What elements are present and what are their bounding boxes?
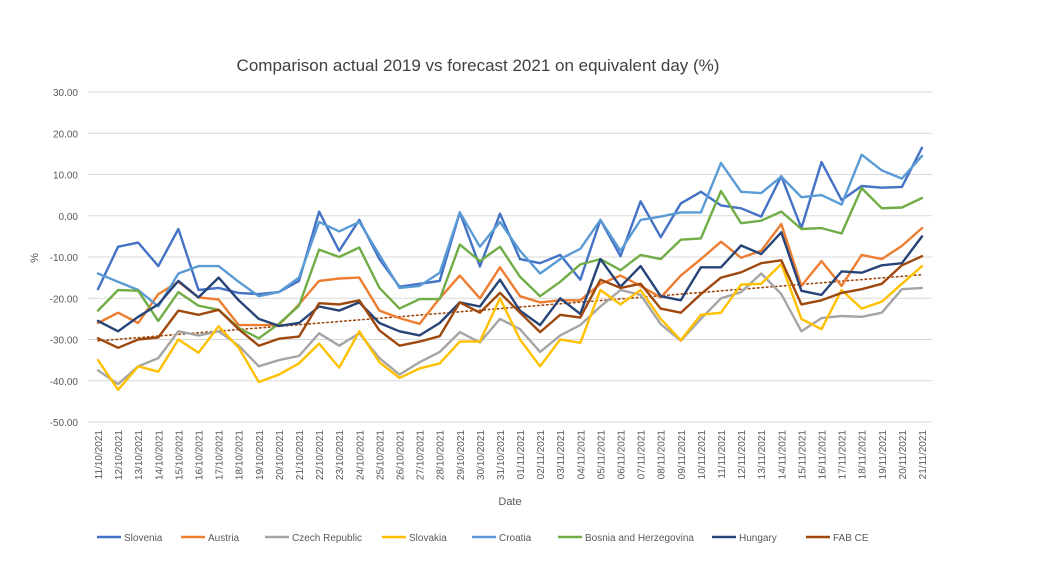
- legend-item-hungary: Hungary: [712, 533, 777, 544]
- x-tick-label: 22/10/2021: [315, 430, 326, 480]
- y-tick-label: 10.00: [53, 171, 78, 182]
- x-tick-label: 16/10/2021: [195, 430, 206, 480]
- x-tick-label: 23/10/2021: [335, 430, 346, 480]
- x-tick-label: 07/11/2021: [637, 430, 648, 480]
- x-tick-label: 19/11/2021: [878, 430, 889, 480]
- x-tick-label: 14/11/2021: [777, 430, 788, 480]
- x-tick-label: 10/11/2021: [697, 430, 708, 480]
- x-tick-label: 27/10/2021: [416, 430, 427, 480]
- y-axis-tick-labels: -50.00 -40.00 -30.00 -20.00 -10.00 0.00 10.00 2…: [50, 88, 79, 429]
- x-tick-label: 16/11/2021: [817, 430, 828, 480]
- x-tick-label: 24/10/2021: [355, 430, 366, 480]
- series-line-croatia: [96, 153, 924, 308]
- legend-item-czech-republic: Czech Republic: [265, 533, 362, 544]
- x-tick-label: 09/11/2021: [677, 430, 688, 480]
- x-axis-tick-labels: 11/10/2021 12/10/2021 13/10/2021 14/10/2021…: [94, 430, 929, 480]
- trendline-layer: [97, 273, 923, 342]
- y-tick-label: -40.00: [50, 377, 79, 388]
- legend: Slovenia Austria Czech Republic Slovakia Cro…: [97, 533, 869, 544]
- legend-label: Austria: [208, 533, 240, 544]
- x-tick-label: 25/10/2021: [375, 430, 386, 480]
- series-line-fab-ce: [96, 255, 924, 349]
- x-tick-label: 19/10/2021: [255, 430, 266, 480]
- x-tick-label: 12/10/2021: [114, 430, 125, 480]
- x-tick-label: 14/10/2021: [154, 430, 165, 480]
- legend-item-croatia: Croatia: [472, 533, 532, 544]
- legend-label: Slovenia: [124, 533, 163, 544]
- legend-label: Bosnia and Herzegovina: [585, 533, 694, 544]
- x-tick-label: 15/11/2021: [797, 430, 808, 480]
- x-tick-label: 06/11/2021: [617, 430, 628, 480]
- x-tick-label: 20/11/2021: [898, 430, 909, 480]
- x-tick-label: 15/10/2021: [174, 430, 185, 480]
- x-tick-label: 20/10/2021: [275, 430, 286, 480]
- y-tick-label: -30.00: [50, 336, 79, 347]
- legend-item-fab-ce: FAB CE: [806, 533, 869, 544]
- y-tick-label: -50.00: [50, 418, 79, 429]
- x-tick-label: 12/11/2021: [737, 430, 748, 480]
- y-tick-label: 30.00: [53, 88, 78, 99]
- legend-item-slovakia: Slovakia: [382, 533, 447, 544]
- chart-title: Comparison actual 2019 vs forecast 2021 …: [237, 56, 720, 75]
- x-tick-label: 04/11/2021: [576, 430, 587, 480]
- legend-label: Hungary: [739, 533, 777, 544]
- series-line-austria: [96, 222, 924, 327]
- series-line-slovenia: [96, 146, 924, 296]
- y-tick-label: 0.00: [59, 212, 79, 223]
- series-line-bosnia-and-herzegovina: [96, 186, 924, 340]
- legend-item-austria: Austria: [181, 533, 240, 544]
- x-tick-label: 13/10/2021: [134, 430, 145, 480]
- series-lines: [96, 146, 924, 391]
- gridlines: [88, 91, 932, 423]
- legend-label: FAB CE: [833, 533, 869, 544]
- x-tick-label: 02/11/2021: [536, 430, 547, 480]
- x-tick-label: 11/10/2021: [94, 430, 105, 480]
- legend-item-slovenia: Slovenia: [97, 533, 163, 544]
- series-line-hungary: [96, 231, 924, 337]
- x-tick-label: 21/10/2021: [295, 430, 306, 480]
- x-tick-label: 01/11/2021: [516, 430, 527, 480]
- x-tick-label: 21/11/2021: [918, 430, 929, 480]
- x-tick-label: 26/10/2021: [395, 430, 406, 480]
- legend-item-bosnia-and-herzegovina: Bosnia and Herzegovina: [558, 533, 694, 544]
- y-tick-label: -20.00: [50, 294, 79, 305]
- legend-label: Slovakia: [409, 533, 447, 544]
- x-tick-label: 28/10/2021: [436, 430, 447, 480]
- x-tick-label: 17/11/2021: [838, 430, 849, 480]
- x-tick-label: 18/10/2021: [235, 430, 246, 480]
- x-tick-label: 30/10/2021: [476, 430, 487, 480]
- y-tick-label: 20.00: [53, 129, 78, 140]
- x-tick-label: 08/11/2021: [657, 430, 668, 480]
- legend-label: Croatia: [499, 533, 532, 544]
- x-axis-title: Date: [498, 496, 521, 508]
- x-tick-label: 03/11/2021: [556, 430, 567, 480]
- x-tick-label: 11/11/2021: [717, 430, 728, 479]
- x-tick-label: 17/10/2021: [215, 430, 226, 480]
- x-tick-label: 13/11/2021: [757, 430, 768, 480]
- y-axis-title: %: [29, 253, 41, 263]
- legend-label: Czech Republic: [292, 533, 362, 544]
- x-tick-label: 29/10/2021: [456, 430, 467, 480]
- x-tick-label: 05/11/2021: [596, 430, 607, 480]
- x-tick-label: 18/11/2021: [858, 430, 869, 480]
- trendline-fab-ce: [97, 273, 923, 342]
- y-tick-label: -10.00: [50, 253, 79, 264]
- x-tick-label: 31/10/2021: [496, 430, 507, 480]
- series-line-slovakia: [96, 262, 924, 391]
